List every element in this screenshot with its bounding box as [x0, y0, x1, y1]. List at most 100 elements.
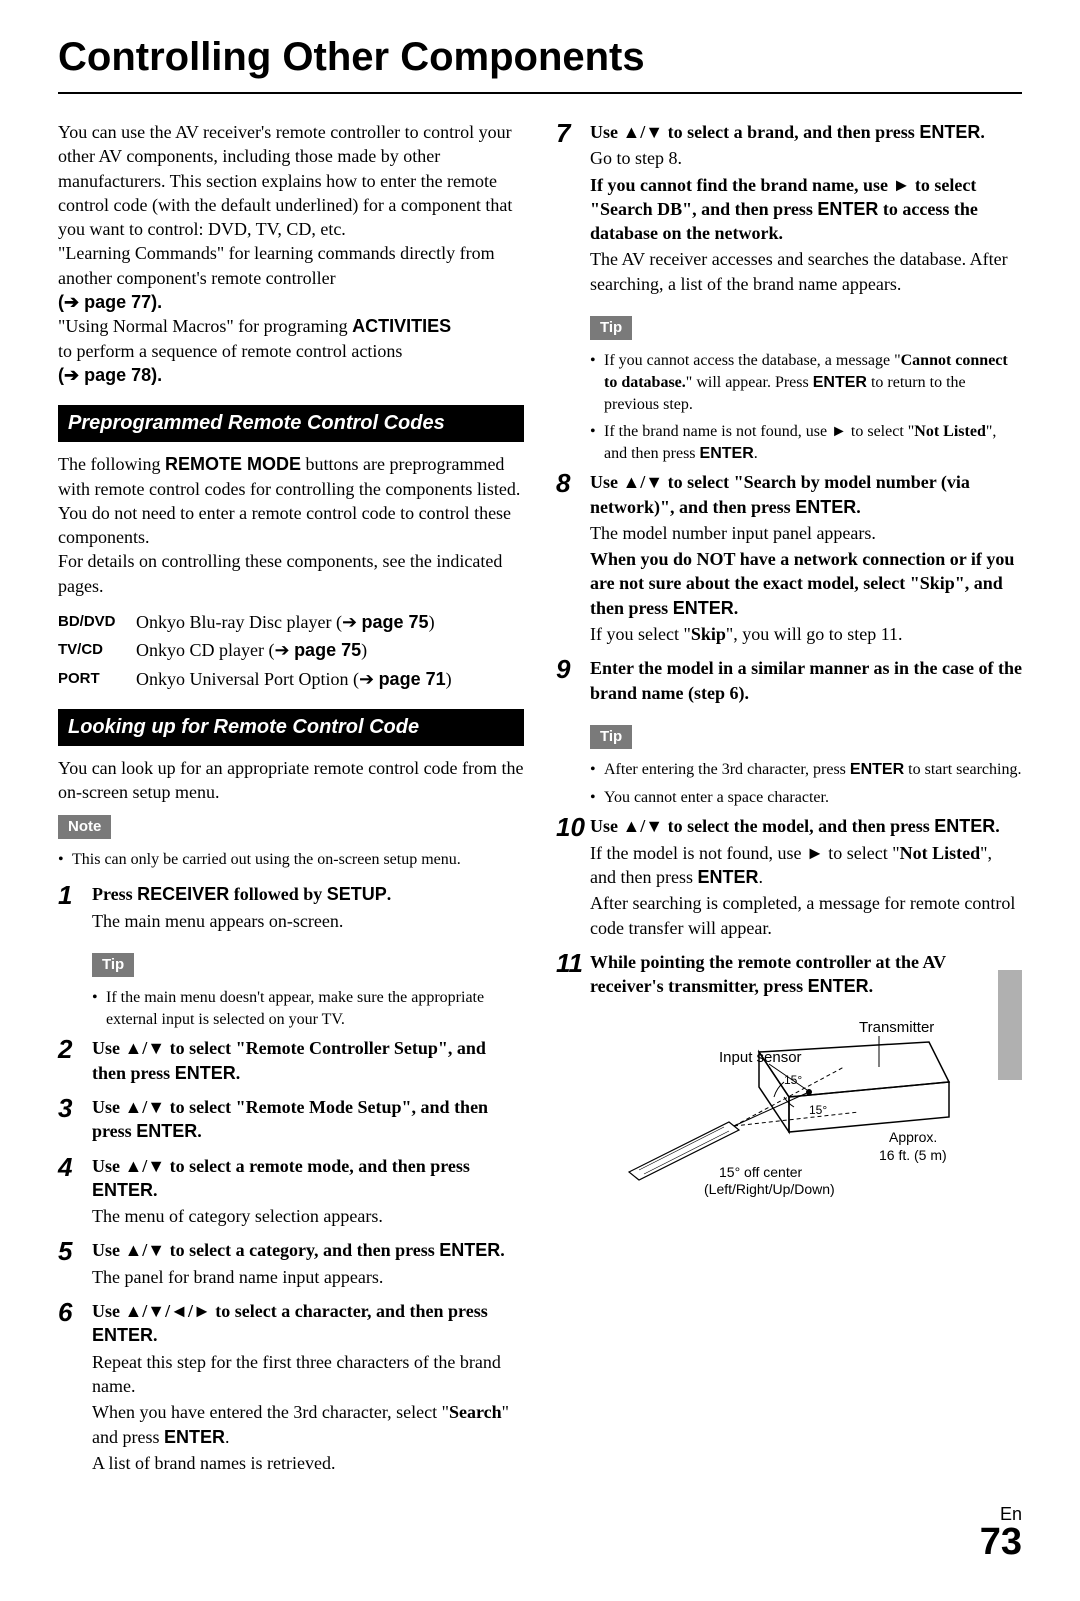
sec1-p1: The following REMOTE MODE buttons are pr… [58, 452, 524, 549]
intro-p1: You can use the AV receiver's remote con… [58, 120, 524, 241]
step-7: 7 Use ▲/▼ to select a brand, and then pr… [556, 120, 1022, 296]
section-lookup: Looking up for Remote Control Code [58, 709, 524, 746]
step-1-tip: Tip If the main menu doesn't appear, mak… [92, 943, 524, 1030]
sec2-intro: You can look up for an appropriate remot… [58, 756, 524, 805]
step-head: Use ▲/▼ to select a category, and then p… [92, 1238, 524, 1262]
step-sub: The model number input panel appears. [590, 521, 1022, 545]
lbl-input-sensor: Input sensor [719, 1049, 802, 1066]
tip-list: If the main menu doesn't appear, make su… [92, 987, 524, 1030]
page-footer: En 73 [58, 1505, 1022, 1561]
step-head: Use ▲/▼/◄/► to select a character, and t… [92, 1299, 524, 1348]
steps-right: 7 Use ▲/▼ to select a brand, and then pr… [556, 120, 1022, 1202]
step-number: 3 [58, 1095, 92, 1144]
step-sub: If the model is not found, use ► to sele… [590, 841, 1022, 890]
step-number: 2 [58, 1036, 92, 1085]
step-10: 10 Use ▲/▼ to select the model, and then… [556, 814, 1022, 939]
code-label: BD/DVD [58, 610, 136, 634]
step-bold: When you do NOT have a network connectio… [590, 547, 1022, 620]
step-9-tip: Tip After entering the 3rd character, pr… [590, 715, 1022, 808]
note-badge: Note [58, 815, 111, 839]
remote-diagram: Transmitter Input sensor 15° 15° Approx.… [556, 1012, 1022, 1202]
step-head: Use ▲/▼ to select "Remote Mode Setup", a… [92, 1095, 524, 1144]
step-sub: When you have entered the 3rd character,… [92, 1400, 524, 1449]
step-head: While pointing the remote controller at … [590, 950, 1022, 999]
step-sub: Go to step 8. [590, 146, 1022, 170]
intro-p2: "Learning Commands" for learning command… [58, 241, 524, 290]
note-item: This can only be carried out using the o… [58, 849, 524, 871]
step-4: 4 Use ▲/▼ to select a remote mode, and t… [58, 1154, 524, 1229]
step-5: 5 Use ▲/▼ to select a category, and then… [58, 1238, 524, 1289]
code-label: TV/CD [58, 638, 136, 662]
step-11: 11 While pointing the remote controller … [556, 950, 1022, 999]
lbl-angle2: 15° [809, 1103, 827, 1117]
tip-list: After entering the 3rd character, press … [590, 759, 1022, 808]
intro-p4-ref: (➔ page 78). [58, 363, 524, 387]
steps-left: 1 Press RECEIVER followed by SETUP. The … [58, 882, 524, 1475]
step-2: 2 Use ▲/▼ to select "Remote Controller S… [58, 1036, 524, 1085]
page-number: 73 [980, 1521, 1022, 1563]
diagram-svg: Transmitter Input sensor 15° 15° Approx.… [609, 1012, 969, 1202]
intro-block: You can use the AV receiver's remote con… [58, 120, 524, 387]
lbl-offcenter: 15° off center [719, 1164, 803, 1180]
page: { "page": { "title": "Controlling Other … [58, 30, 1022, 1561]
step-3: 3 Use ▲/▼ to select "Remote Mode Setup",… [58, 1095, 524, 1144]
tip-badge: Tip [92, 953, 134, 977]
lbl-distance: 16 ft. (5 m) [879, 1147, 947, 1163]
step-number: 8 [556, 470, 590, 646]
side-tab [998, 970, 1022, 1080]
step-sub: The menu of category selection appears. [92, 1204, 524, 1228]
step-head: Use ▲/▼ to select a remote mode, and the… [92, 1154, 524, 1203]
lbl-angle1: 15° [784, 1073, 802, 1087]
code-value: Onkyo CD player (➔ page 75) [136, 638, 524, 662]
step-head: Use ▲/▼ to select a brand, and then pres… [590, 120, 1022, 144]
left-column: You can use the AV receiver's remote con… [58, 102, 524, 1485]
tip-list: If you cannot access the database, a mes… [590, 350, 1022, 464]
section-preprogrammed: Preprogrammed Remote Control Codes [58, 405, 524, 442]
step-number: 10 [556, 814, 590, 939]
lbl-direction: (Left/Right/Up/Down) [704, 1181, 835, 1197]
code-value: Onkyo Blu-ray Disc player (➔ page 75) [136, 610, 524, 634]
lbl-approx: Approx. [889, 1129, 937, 1145]
step-bold: If you cannot find the brand name, use ►… [590, 173, 1022, 246]
step-head: Use ▲/▼ to select the model, and then pr… [590, 814, 1022, 838]
tip-item: You cannot enter a space character. [590, 787, 1022, 809]
step-head: Enter the model in a similar manner as i… [590, 656, 1022, 705]
step-sub: Repeat this step for the first three cha… [92, 1350, 524, 1399]
tip-badge: Tip [590, 725, 632, 749]
intro-p2-ref: (➔ page 77). [58, 290, 524, 314]
tip-item: After entering the 3rd character, press … [590, 759, 1022, 781]
right-column: 7 Use ▲/▼ to select a brand, and then pr… [556, 102, 1022, 1485]
step-sub: The AV receiver accesses and searches th… [590, 247, 1022, 296]
code-label: PORT [58, 667, 136, 691]
step-sub: If you select "Skip", you will go to ste… [590, 622, 1022, 646]
sec1-p2: For details on controlling these compone… [58, 549, 524, 598]
page-title: Controlling Other Components [58, 30, 1022, 94]
step-number: 9 [556, 656, 590, 705]
code-row: PORT Onkyo Universal Port Option (➔ page… [58, 667, 524, 691]
step-number: 4 [58, 1154, 92, 1229]
step-head: Use ▲/▼ to select "Search by model numbe… [590, 470, 1022, 519]
content-columns: You can use the AV receiver's remote con… [58, 102, 1022, 1485]
step-1: 1 Press RECEIVER followed by SETUP. The … [58, 882, 524, 933]
tip-item: If the main menu doesn't appear, make su… [92, 987, 524, 1030]
step-sub: After searching is completed, a message … [590, 891, 1022, 940]
step-number: 5 [58, 1238, 92, 1289]
code-row: TV/CD Onkyo CD player (➔ page 75) [58, 638, 524, 662]
step-number: 6 [58, 1299, 92, 1475]
page-lang: En [58, 1505, 1022, 1523]
step-sub: A list of brand names is retrieved. [92, 1451, 524, 1475]
tip-badge: Tip [590, 316, 632, 340]
note-list: This can only be carried out using the o… [58, 849, 524, 871]
intro-p3: "Using Normal Macros" for programing ACT… [58, 314, 524, 338]
step-sub: The panel for brand name input appears. [92, 1265, 524, 1289]
step-head: Press RECEIVER followed by SETUP. [92, 882, 524, 906]
lbl-transmitter: Transmitter [859, 1019, 934, 1036]
code-value: Onkyo Universal Port Option (➔ page 71) [136, 667, 524, 691]
step-7-tip: Tip If you cannot access the database, a… [590, 306, 1022, 464]
step-number: 11 [556, 950, 590, 999]
step-number: 7 [556, 120, 590, 296]
step-number: 1 [58, 882, 92, 933]
intro-p4: to perform a sequence of remote control … [58, 339, 524, 363]
tip-item: If the brand name is not found, use ► to… [590, 421, 1022, 464]
step-6: 6 Use ▲/▼/◄/► to select a character, and… [58, 1299, 524, 1475]
